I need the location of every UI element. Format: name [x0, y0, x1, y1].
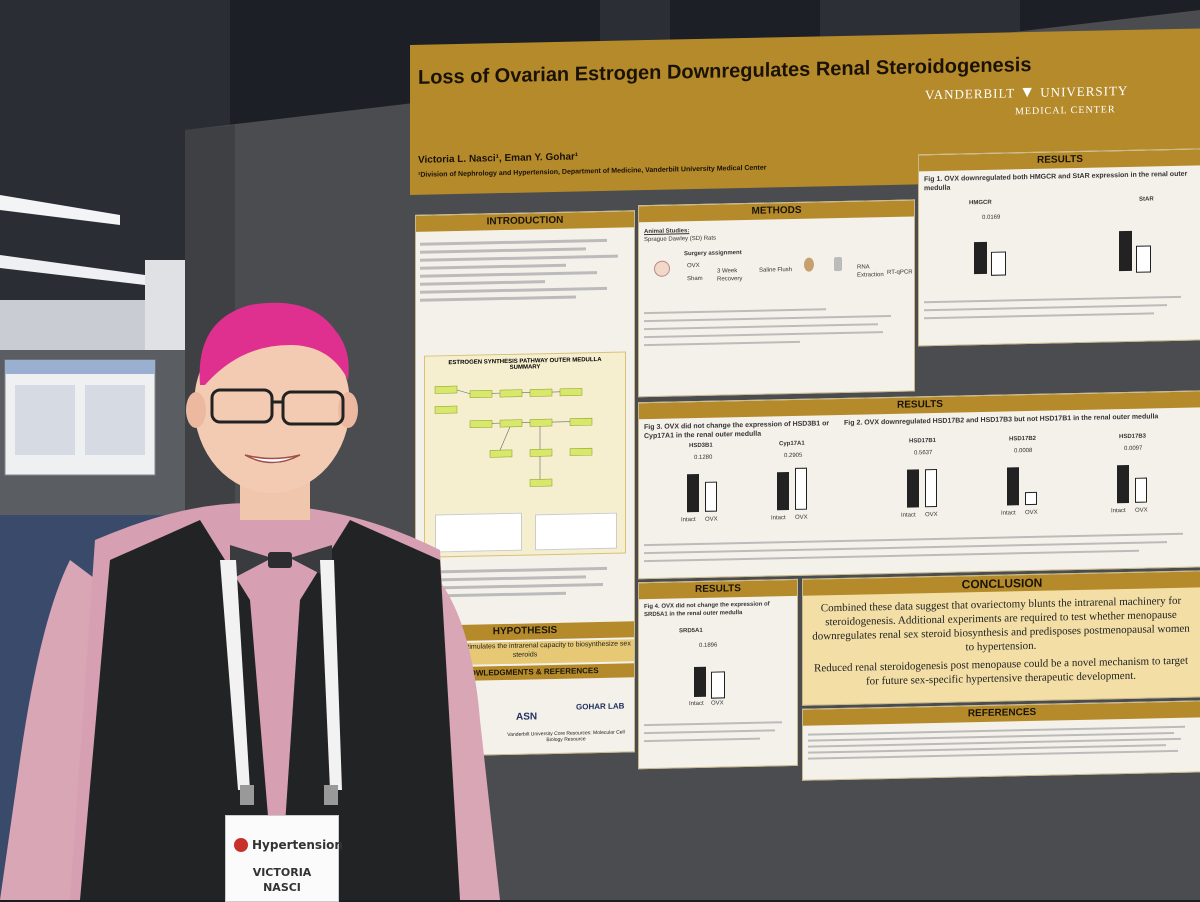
left-ear: [186, 392, 206, 428]
lanyard-clip-right: [324, 785, 338, 805]
bow-tie-knot: [268, 552, 292, 568]
name-badge: Hypertension VICTORIA NASCI: [225, 815, 339, 902]
hypertension-logo-icon: [234, 838, 248, 852]
lanyard-clip-left: [240, 785, 254, 805]
badge-brand: Hypertension: [252, 838, 343, 852]
badge-last-name: NASCI: [226, 881, 338, 894]
badge-first-name: VICTORIA: [226, 866, 338, 879]
